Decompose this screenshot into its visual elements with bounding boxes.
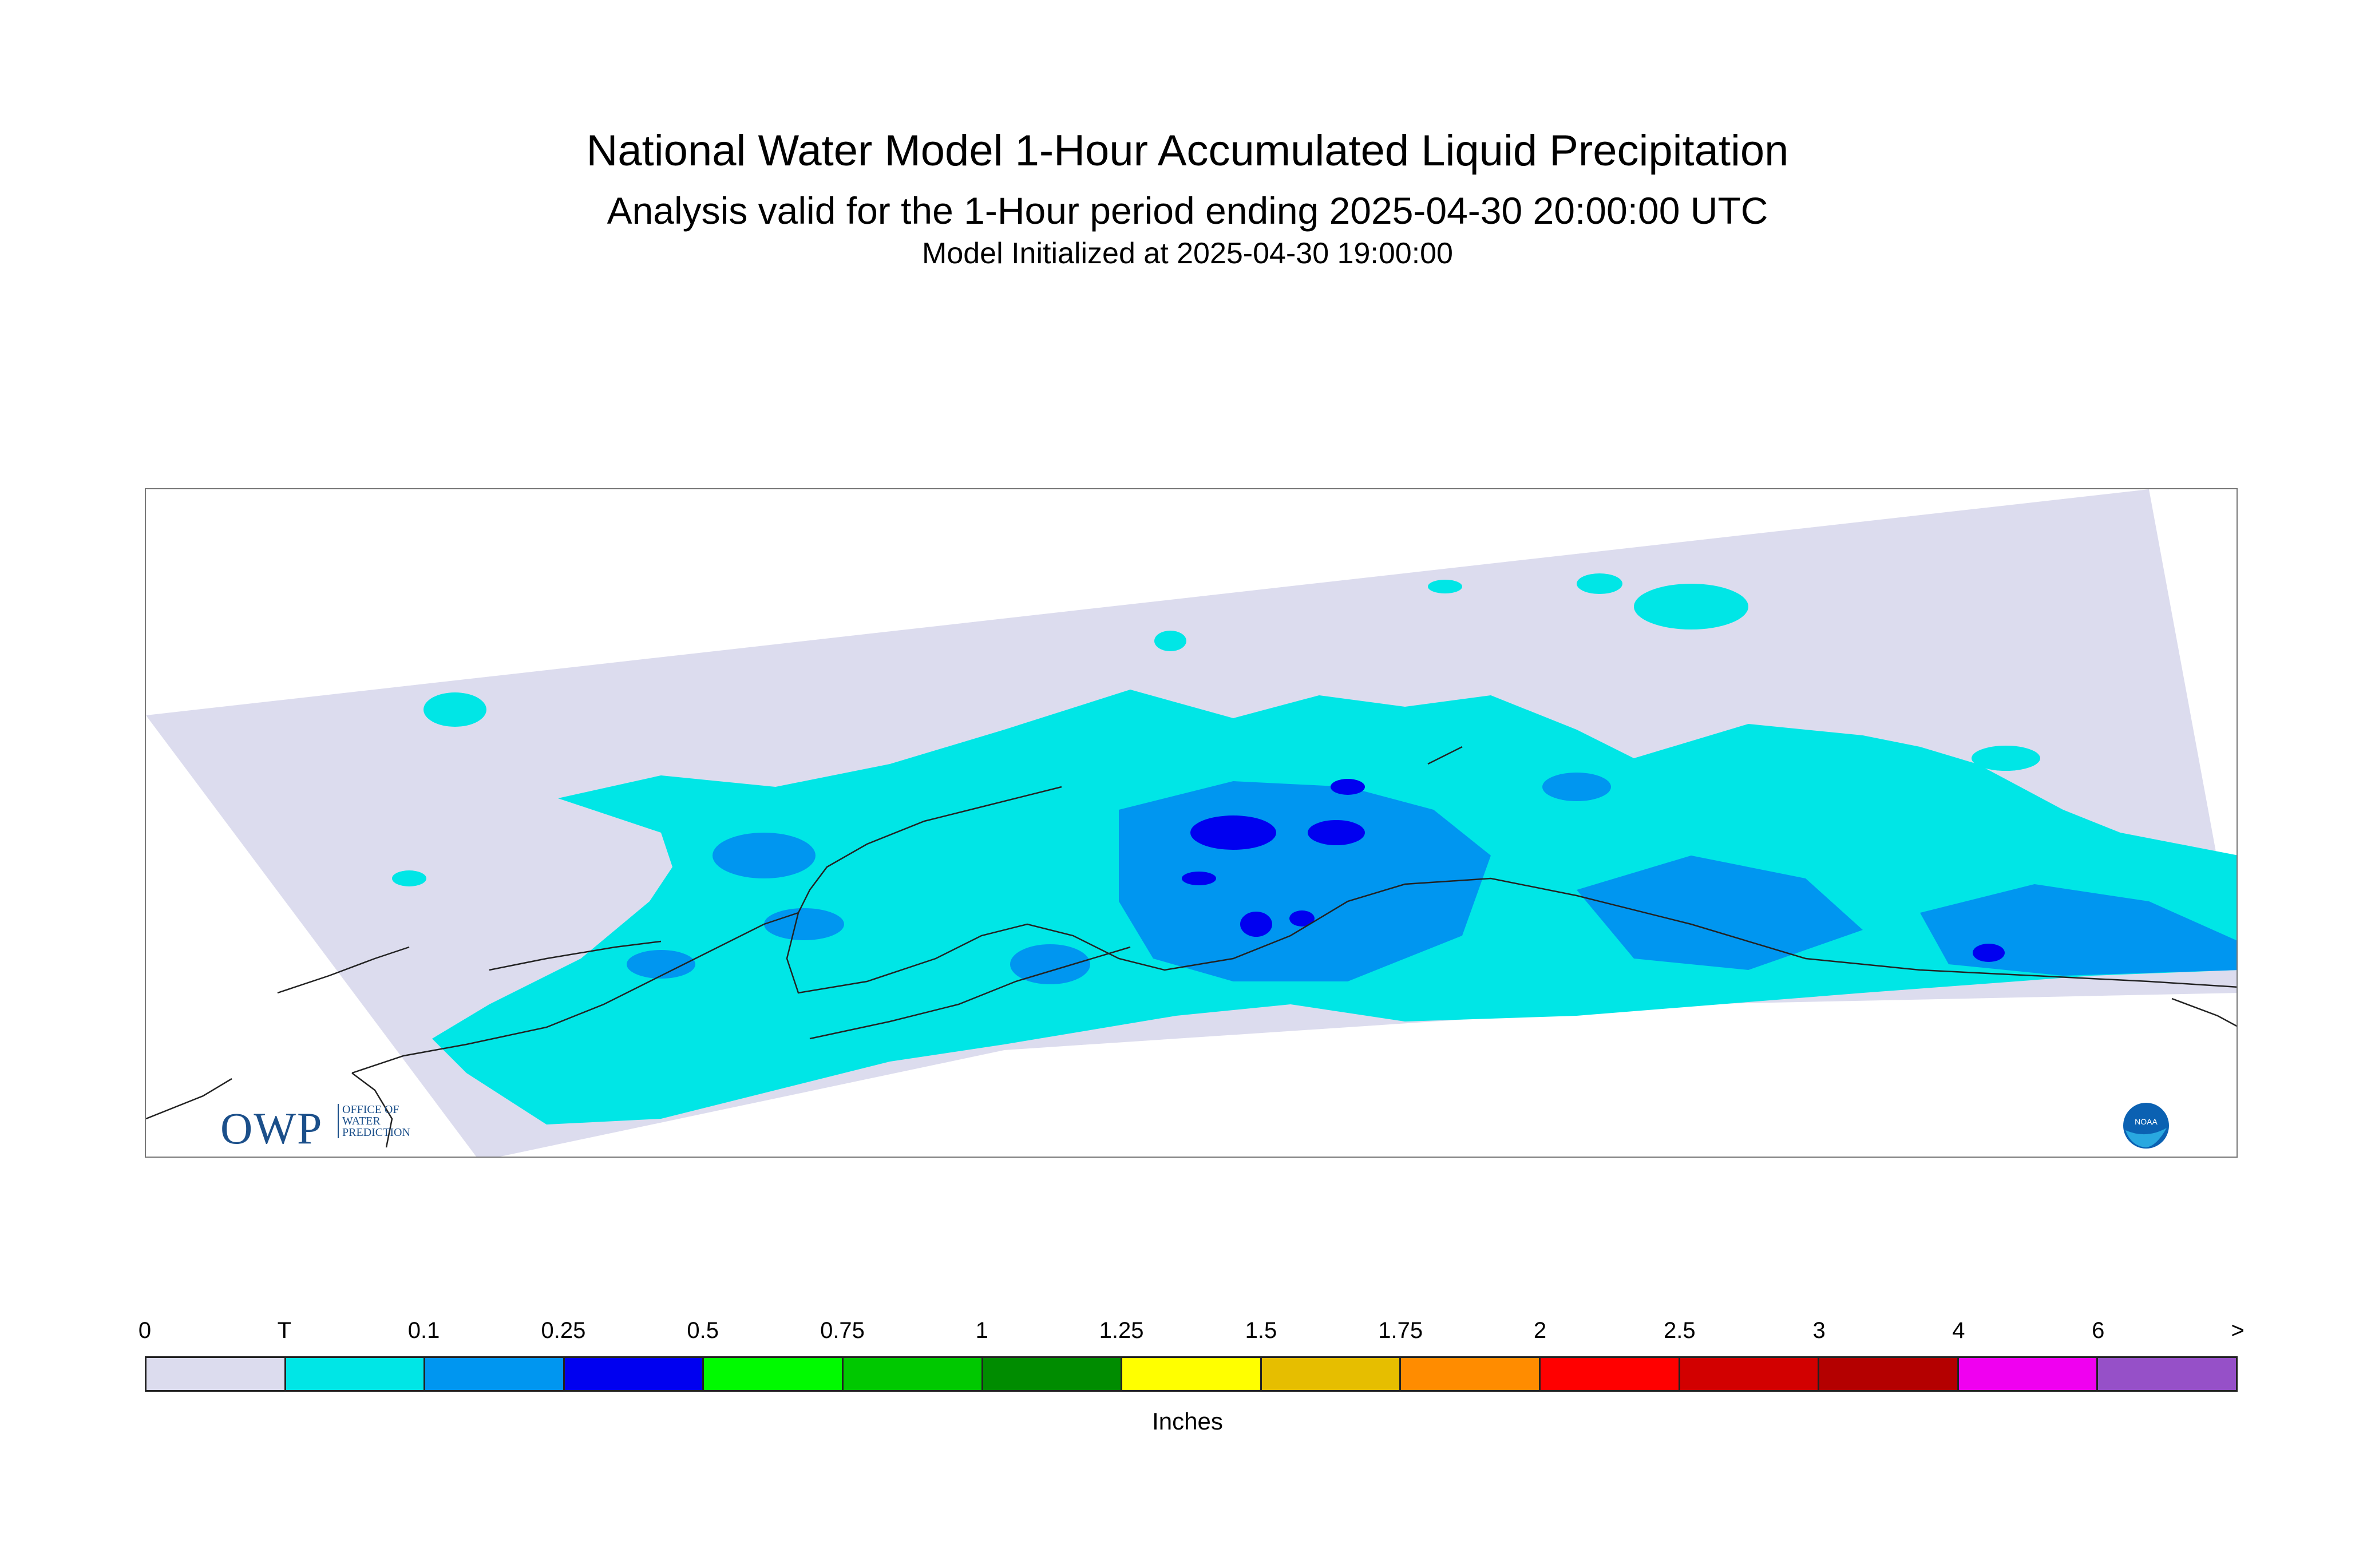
owp-logo-mark: OWP [220,1103,323,1153]
legend-tick-label: 0.25 [541,1318,586,1343]
legend-tick-label: 2 [1533,1318,1547,1343]
noaa-logo-icon: NOAA [2123,1103,2169,1149]
legend-tick-label: 4 [1952,1318,1965,1343]
owp-logo-text: OFFICE OF WATER PREDICTION [338,1104,410,1138]
coastlines [146,746,2237,1148]
map-subtitle: Analysis valid for the 1-Hour period end… [607,189,1768,232]
owp-logo: OWP OFFICE OF WATER PREDICTION [220,1103,410,1154]
svg-text:NOAA: NOAA [2135,1117,2158,1126]
legend-swatch [147,1358,286,1390]
legend-tick-label: 1.75 [1378,1318,1423,1343]
legend-tick-label: 6 [2092,1318,2105,1343]
map-canvas [146,489,2237,1157]
legend-color-bar [145,1356,2238,1392]
blue-precip-areas [1182,779,2005,962]
legend-swatch [1540,1358,1680,1390]
legend-swatch [704,1358,844,1390]
legend-tick-label: T [277,1318,292,1343]
legend-swatch [1958,1358,2099,1390]
legend-swatch [2098,1358,2236,1390]
legend-tick-label: > [2231,1318,2245,1343]
legend-units: Inches [1152,1408,1223,1435]
legend-swatch [1122,1358,1262,1390]
precipitation-map: OWP OFFICE OF WATER PREDICTION NOAA [145,488,2238,1158]
legend-swatch [1401,1358,1541,1390]
legend-tick-label: 0.5 [687,1318,719,1343]
legend-swatch [286,1358,426,1390]
legend-swatch [564,1358,704,1390]
model-init-time: Model Initialized at 2025-04-30 19:00:00 [922,237,1453,270]
legend-swatch [1680,1358,1820,1390]
legend-tick-label: 0.1 [407,1318,440,1343]
legend-tick-label: 0 [138,1318,152,1343]
legend-swatch [425,1358,565,1390]
legend-swatch [1819,1358,1959,1390]
legend-tick-label: 0.75 [820,1318,865,1343]
legend-swatch [1261,1358,1402,1390]
legend-tick-label: 1.5 [1245,1318,1277,1343]
legend-tick-label: 2.5 [1663,1318,1696,1343]
legend-tick-label: 1.25 [1099,1318,1144,1343]
legend-swatch [843,1358,983,1390]
legend-swatch [983,1358,1123,1390]
legend-tick-label: 3 [1812,1318,1826,1343]
legend-tick-labels: 0 T 0.1 0.25 0.5 0.75 1 1.25 1.5 1.75 2 2.5 3 4 6 > [138,1318,2245,1352]
legend-tick-label: 1 [975,1318,988,1343]
map-title: National Water Model 1-Hour Accumulated … [586,126,1789,175]
